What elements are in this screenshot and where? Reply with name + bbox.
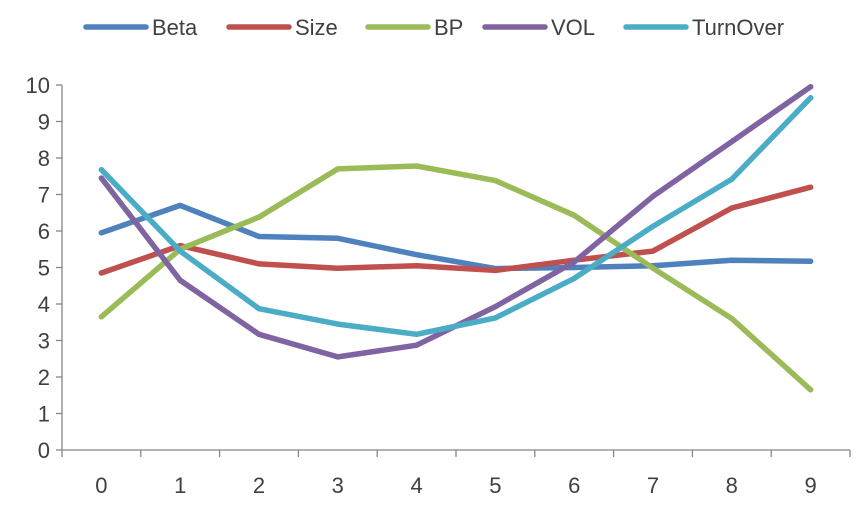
data-point [413, 331, 420, 337]
series-layer [98, 84, 814, 393]
data-point [256, 233, 262, 240]
data-point [256, 306, 262, 312]
data-point [807, 95, 814, 101]
data-point [650, 223, 656, 229]
series-line-bp [98, 163, 814, 393]
data-point [807, 184, 814, 190]
y-tick-label: 7 [38, 183, 50, 208]
x-tick-label: 3 [332, 473, 344, 498]
series-line-beta [98, 202, 814, 272]
x-tick-label: 1 [174, 473, 186, 498]
legend-label: BP [434, 15, 463, 40]
data-point [256, 331, 262, 337]
data-point [650, 265, 656, 271]
legend: Beta Size BP VOL TurnOver [83, 15, 784, 40]
x-tick-label: 4 [410, 473, 422, 498]
x-tick-label: 7 [647, 473, 659, 498]
data-point [571, 275, 577, 282]
data-point [335, 235, 341, 241]
y-tick-label: 10 [26, 73, 50, 98]
data-point [807, 84, 814, 90]
data-point [98, 175, 105, 181]
data-point [571, 264, 577, 271]
data-point [98, 230, 105, 236]
data-point [729, 138, 735, 145]
data-point [492, 267, 499, 274]
y-tick-label: 2 [38, 365, 50, 390]
x-tick-label: 5 [489, 473, 501, 498]
x-tick-label: 6 [568, 473, 580, 498]
x-tick-label: 0 [95, 473, 107, 498]
legend-item-beta: Beta [83, 15, 198, 40]
data-point [413, 342, 420, 348]
data-point [729, 205, 735, 211]
data-point [807, 258, 814, 264]
data-point [729, 257, 735, 263]
series-line-turnover [98, 95, 814, 338]
data-point [98, 314, 105, 320]
y-tick-label: 6 [38, 219, 50, 244]
legend-label: TurnOver [692, 15, 784, 40]
y-axis: 0 1 2 3 4 5 6 7 8 9 10 [26, 73, 63, 463]
data-point [492, 177, 499, 184]
data-point [256, 261, 262, 267]
series-line-size [98, 184, 814, 276]
legend-item-vol: VOL [482, 15, 595, 40]
data-point [177, 248, 183, 254]
data-point [177, 202, 183, 209]
data-point [335, 354, 341, 360]
data-point [98, 166, 105, 173]
data-point [335, 166, 341, 172]
data-point [413, 252, 420, 258]
data-point [413, 262, 420, 269]
series-beta [98, 202, 814, 272]
legend-item-turnover: TurnOver [623, 15, 784, 40]
y-tick-label: 1 [38, 402, 50, 427]
legend-label: Size [295, 15, 338, 40]
data-point [335, 265, 341, 271]
y-tick-label: 3 [38, 329, 50, 354]
data-point [650, 193, 656, 200]
data-point [807, 387, 814, 393]
series-turnover [98, 95, 814, 338]
data-point [413, 163, 420, 169]
legend-label: Beta [152, 15, 198, 40]
y-tick-label: 5 [38, 256, 50, 281]
x-tick-label: 9 [804, 473, 816, 498]
data-point [650, 248, 656, 254]
legend-item-size: Size [226, 15, 338, 40]
legend-label: VOL [551, 15, 595, 40]
data-point [177, 277, 183, 283]
data-point [98, 270, 105, 276]
legend-item-bp: BP [365, 15, 463, 40]
y-tick-label: 8 [38, 146, 50, 171]
data-point [335, 321, 341, 327]
y-tick-label: 4 [38, 292, 50, 317]
x-axis: 0 1 2 3 4 5 6 7 8 9 [61, 449, 851, 498]
y-tick-label: 0 [38, 438, 50, 463]
data-point [729, 315, 735, 322]
data-point [492, 315, 499, 321]
x-tick-label: 2 [253, 473, 265, 498]
data-point [492, 303, 499, 310]
data-point [729, 176, 735, 182]
data-point [571, 259, 577, 265]
data-point [571, 212, 577, 219]
x-tick-label: 8 [726, 473, 738, 498]
data-point [256, 214, 262, 220]
y-tick-label: 9 [38, 110, 50, 135]
